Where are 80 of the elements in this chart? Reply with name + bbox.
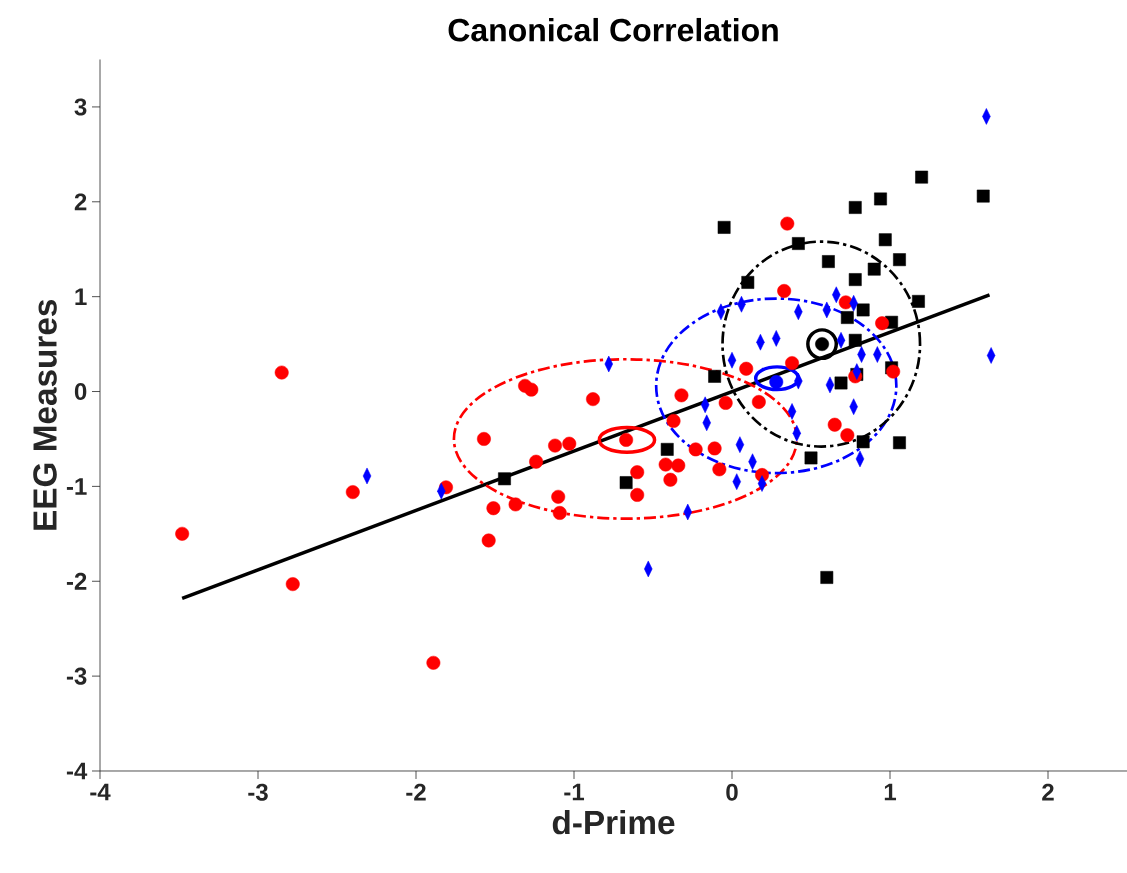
chart-title: Canonical Correlation [448,17,778,42]
y-tick-label: -3 [66,667,87,685]
point [586,392,600,407]
point [552,506,567,520]
x-tick-label: 1 [884,783,897,801]
point [751,395,766,409]
point [806,328,839,361]
point [867,262,881,276]
point [658,457,673,472]
point [791,237,805,250]
x-tick-label: -2 [406,783,426,801]
point [912,295,925,308]
y-tick-label: 2 [74,193,87,211]
point [663,472,678,487]
point [777,284,792,298]
point [548,438,562,453]
point [893,253,906,267]
point [708,369,722,383]
point [426,655,441,670]
point [486,501,501,516]
point [529,454,544,469]
point [562,436,577,451]
point [848,273,862,286]
point [874,192,887,206]
y-tick-label: 3 [74,98,87,116]
point [848,201,862,214]
point [840,311,854,324]
y-tick-label: 1 [75,288,87,305]
point [671,458,686,473]
point [886,364,901,379]
y-tick-label: -2 [66,572,87,590]
point [820,571,834,584]
point [707,441,722,456]
point [878,233,892,247]
point [630,465,645,480]
point [175,526,190,541]
point [498,472,511,486]
point [477,432,491,446]
point [674,388,689,403]
point [780,216,795,231]
x-tick-label: 2 [1042,783,1054,801]
point [619,476,633,489]
point [508,497,523,512]
point [630,487,645,502]
point [915,170,929,184]
point [875,316,890,331]
point [804,451,818,465]
point [481,533,496,548]
x-tick-label: 0 [726,783,738,801]
point [834,376,848,390]
point [717,221,731,234]
point [893,436,906,450]
point [827,417,842,432]
y-tick-label: -1 [66,478,87,495]
point [345,485,360,500]
point [856,435,870,449]
point [785,356,799,370]
point [712,462,727,477]
point [976,189,990,203]
point [718,395,733,410]
point [840,428,855,443]
x-tick-label: -3 [248,783,268,801]
y-tick-label: -4 [66,762,88,780]
point [856,303,870,317]
point [688,442,703,457]
point [821,255,835,268]
x-tick-label: -4 [90,783,111,801]
point [741,276,755,289]
x-tick-label: -1 [564,783,585,801]
point [274,365,289,380]
point [848,333,862,347]
y-axis-title: EEG Measures [33,299,57,530]
point [660,442,674,456]
point [739,361,754,376]
y-tick-label: 0 [74,383,87,401]
point [285,577,300,592]
point [551,489,566,504]
point [524,382,539,397]
point [666,414,681,428]
x-axis-title: d-Prime [552,809,675,835]
